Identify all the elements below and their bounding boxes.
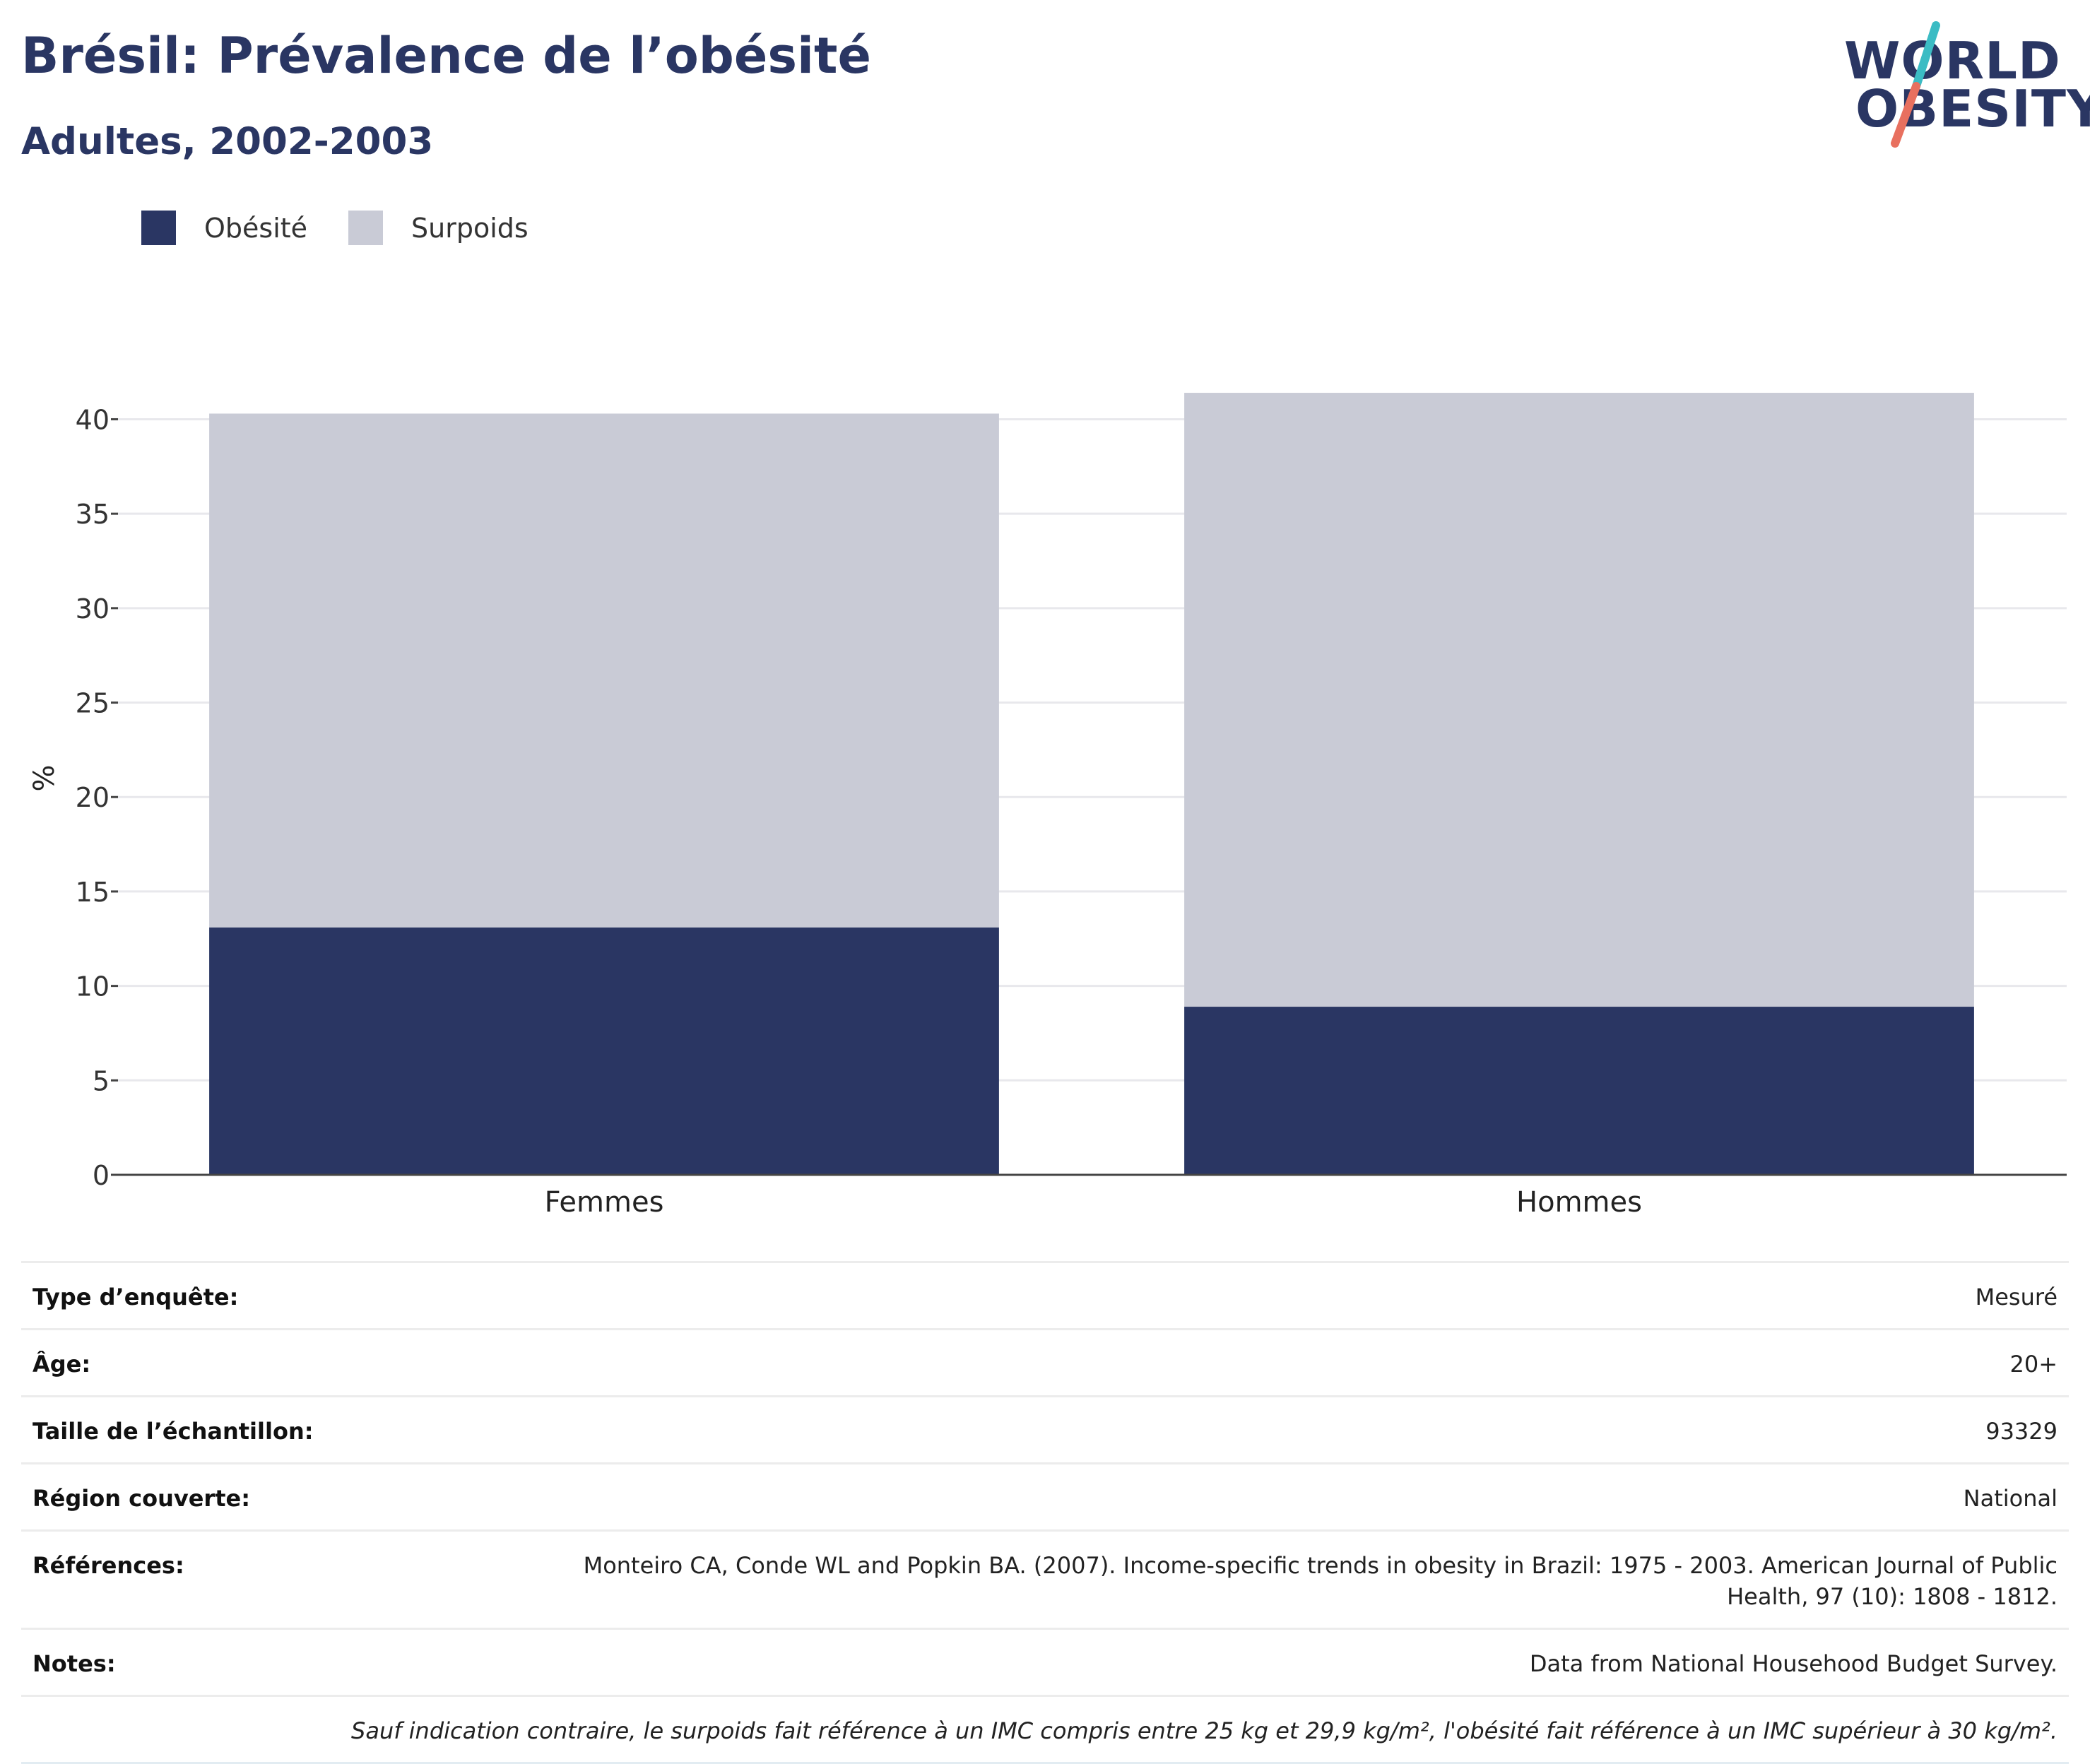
y-axis-label: % — [28, 764, 61, 791]
x-tick-label: Hommes — [1516, 1186, 1642, 1219]
survey-details-table: Type d’enquête: Mesuré Âge: 20+ Taille de l’… — [21, 1261, 2069, 1764]
chart-subtitle: Adultes, 2002-2003 — [21, 120, 434, 163]
bar-hommes-obesite — [1184, 1007, 1974, 1175]
y-tick-label: 30 — [76, 593, 110, 624]
legend-label-surpoids: Surpoids — [411, 212, 529, 244]
detail-row: Références: Monteiro CA, Conde WL and Pop… — [21, 1529, 2069, 1628]
logo-slash-icon — [1891, 21, 1940, 148]
stacked-bar-chart: 0 5 10 15 20 25 30 35 40 Femmes Hommes% — [28, 393, 2067, 1219]
legend-item-surpoids[interactable]: Surpoids — [348, 211, 529, 245]
footnote-row: Sauf indication contraire, le surpoids f… — [21, 1695, 2069, 1764]
detail-label: Âge: — [33, 1351, 91, 1378]
detail-label: Notes: — [33, 1650, 116, 1677]
detail-label: Références: — [33, 1552, 184, 1579]
legend-swatch-surpoids — [348, 211, 384, 245]
detail-row: Type d’enquête: Mesuré — [21, 1261, 2069, 1328]
detail-label: Type d’enquête: — [33, 1284, 239, 1310]
chart-legend: Obésité Surpoids — [141, 211, 569, 245]
detail-row: Âge: 20+ — [21, 1328, 2069, 1395]
footnote-text: Sauf indication contraire, le surpoids f… — [351, 1717, 2057, 1744]
detail-value: National — [1963, 1485, 2057, 1512]
y-tick-label: 10 — [76, 971, 110, 1002]
world-obesity-logo: WORLD OBESITY — [1837, 20, 2090, 150]
detail-label: Région couverte: — [33, 1485, 250, 1512]
detail-row: Taille de l’échantillon: 93329 — [21, 1395, 2069, 1462]
bar-hommes-surpoids — [1184, 393, 1974, 1007]
y-tick-label: 35 — [76, 499, 110, 530]
x-tick-label: Femmes — [545, 1186, 664, 1219]
y-tick-label: 0 — [93, 1160, 110, 1191]
y-tick-label: 25 — [76, 688, 110, 719]
y-tick-label: 40 — [76, 404, 110, 435]
logo-text-obesity: OBESITY — [1855, 79, 2090, 138]
detail-value: Mesuré — [1975, 1284, 2057, 1310]
bar-femmes-surpoids — [209, 413, 999, 928]
y-tick-label: 15 — [76, 877, 110, 908]
y-tick-label: 20 — [76, 782, 110, 813]
detail-row: Notes: Data from National Househood Budge… — [21, 1628, 2069, 1695]
legend-label-obesite: Obésité — [204, 212, 308, 244]
detail-value: Monteiro CA, Conde WL and Popkin BA. (20… — [583, 1552, 2057, 1610]
detail-value: Data from National Househood Budget Surv… — [1529, 1650, 2057, 1677]
y-tick-label: 5 — [93, 1065, 110, 1096]
detail-label: Taille de l’échantillon: — [33, 1418, 314, 1445]
legend-swatch-obesite — [141, 211, 176, 245]
detail-row: Région couverte: National — [21, 1462, 2069, 1529]
legend-item-obesite[interactable]: Obésité — [141, 211, 307, 245]
detail-value: 93329 — [1985, 1418, 2057, 1445]
logo-text-world: WORLD — [1844, 31, 2061, 90]
chart-title: Brésil: Prévalence de l’obésité — [21, 27, 871, 85]
bar-femmes-obesite — [209, 927, 999, 1175]
detail-value: 20+ — [2009, 1351, 2057, 1378]
